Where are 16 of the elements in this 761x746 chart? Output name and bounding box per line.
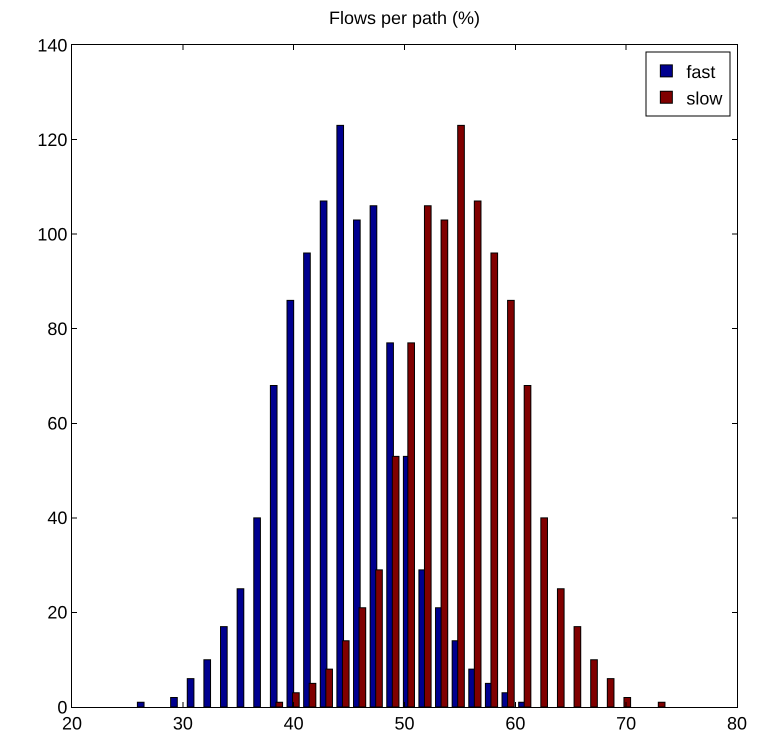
x-tick-label: 70 xyxy=(616,714,636,734)
x-tick-label: 60 xyxy=(505,714,526,734)
legend-label: fast xyxy=(686,62,716,82)
x-tick-label: 40 xyxy=(284,714,304,734)
y-tick-label: 80 xyxy=(47,319,68,340)
y-tick-label: 60 xyxy=(47,414,68,434)
x-tick-label: 50 xyxy=(394,714,415,734)
y-tick-label: 140 xyxy=(37,35,68,56)
chart-title: Flows per path (%) xyxy=(328,8,480,28)
x-tick-label: 80 xyxy=(726,714,748,734)
y-tick-label: 20 xyxy=(47,602,68,623)
y-tick-label: 120 xyxy=(37,130,68,150)
y-tick-label: 100 xyxy=(37,224,68,244)
y-tick-label: 40 xyxy=(47,508,68,528)
legend-label: slow xyxy=(686,88,724,108)
x-tick-label: 30 xyxy=(172,714,193,734)
